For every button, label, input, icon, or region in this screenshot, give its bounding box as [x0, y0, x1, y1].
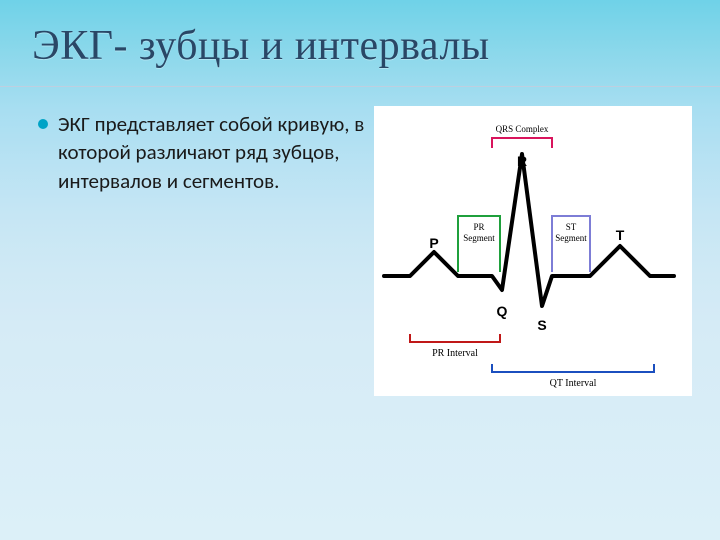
q-wave-label: Q	[497, 303, 508, 319]
st-segment-label2: Segment	[555, 233, 587, 243]
bullet-text: ЭКГ представляет собой кривую, в которой…	[58, 110, 368, 195]
pr-segment-label2: Segment	[463, 233, 495, 243]
title-underline	[0, 86, 720, 87]
qrs-bracket	[492, 138, 552, 148]
ecg-svg: QRS Complex PR Segment ST Segment P R T …	[374, 106, 692, 396]
bullet-icon	[38, 119, 48, 129]
ecg-waveform	[384, 154, 674, 306]
pr-interval-label: PR Interval	[432, 348, 478, 359]
ecg-diagram: QRS Complex PR Segment ST Segment P R T …	[374, 106, 692, 396]
bullet-block: ЭКГ представляет собой кривую, в которой…	[38, 110, 368, 195]
s-wave-label: S	[537, 317, 546, 333]
qt-interval-bar	[492, 364, 654, 372]
p-wave-label: P	[429, 235, 438, 251]
qt-interval-label: QT Interval	[550, 378, 597, 389]
qrs-label: QRS Complex	[496, 124, 549, 134]
r-wave-label: R	[517, 153, 527, 169]
st-segment-label: ST	[566, 222, 577, 232]
pr-interval-bar	[410, 334, 500, 342]
t-wave-label: T	[616, 227, 625, 243]
page-title: ЭКГ- зубцы и интервалы	[32, 22, 490, 70]
pr-segment-label: PR	[473, 222, 484, 232]
list-item: ЭКГ представляет собой кривую, в которой…	[38, 110, 368, 195]
